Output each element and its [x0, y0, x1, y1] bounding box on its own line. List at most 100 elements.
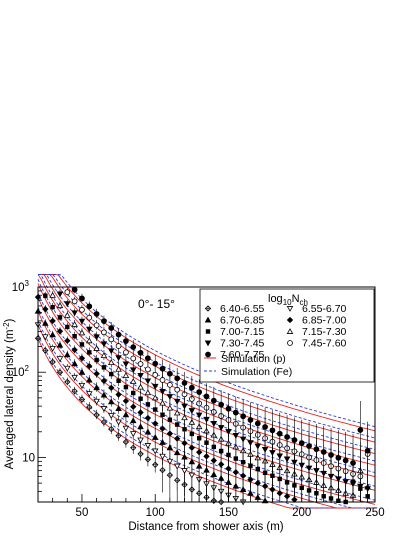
data-point — [78, 328, 86, 337]
data-point — [320, 425, 327, 500]
data-point — [210, 386, 217, 416]
data-point — [49, 357, 56, 366]
data-point — [79, 293, 85, 303]
data-point — [152, 414, 159, 432]
data-point — [284, 415, 290, 469]
data-point — [262, 407, 268, 452]
legend-item: 7.30-7.45 — [204, 338, 265, 350]
data-point — [335, 430, 342, 502]
data-point — [130, 440, 137, 454]
data-point — [87, 347, 92, 357]
data-point — [107, 345, 115, 356]
data-point — [71, 345, 78, 354]
data-point — [188, 375, 195, 400]
data-point — [291, 417, 298, 475]
data-point — [130, 339, 137, 354]
y-tick-label: 10 — [22, 452, 35, 464]
data-point — [86, 361, 93, 371]
data-point — [42, 346, 49, 354]
data-point — [79, 339, 85, 349]
legend-iron-label: Simulation (Fe) — [221, 366, 292, 378]
data-point — [313, 424, 320, 494]
data-point — [49, 344, 56, 352]
legend-item: 7.45-7.60 — [287, 338, 347, 350]
data-point — [93, 320, 100, 330]
data-point — [50, 303, 55, 311]
data-point — [93, 331, 100, 342]
data-point — [86, 402, 93, 412]
data-point — [72, 331, 77, 340]
data-point — [122, 408, 130, 421]
data-point — [78, 380, 86, 390]
data-point — [64, 350, 71, 359]
data-point — [159, 359, 166, 378]
data-point — [342, 431, 349, 502]
data-point — [357, 400, 364, 501]
svg-text:6.85-7.00: 6.85-7.00 — [302, 315, 347, 327]
data-point — [56, 301, 64, 309]
data-point — [100, 338, 108, 349]
data-point — [78, 394, 86, 404]
legend-header: log10Nch — [268, 293, 308, 307]
data-point — [49, 316, 56, 325]
angle-annotation: 0°- 15° — [138, 297, 175, 311]
axes: 50 100 150 200 250 10 102 103 — [12, 279, 385, 519]
data-point — [364, 421, 371, 502]
data-point — [107, 356, 115, 368]
legend-proton-label: Simulation (p) — [221, 353, 286, 365]
data-point — [144, 451, 152, 467]
data-point — [129, 413, 137, 427]
svg-text:7.60-7.75: 7.60-7.75 — [220, 349, 265, 361]
data-point — [100, 403, 108, 414]
data-point — [100, 375, 108, 386]
data-point — [115, 351, 122, 363]
data-point — [42, 305, 49, 313]
data-point — [86, 388, 93, 398]
data-point — [49, 330, 56, 338]
legend-item: 7.00-7.15 — [205, 326, 265, 338]
data-point — [240, 399, 247, 437]
data-point — [218, 390, 225, 421]
data-point — [43, 291, 48, 299]
data-point — [144, 437, 152, 453]
data-point — [328, 428, 334, 502]
data-point — [181, 371, 188, 394]
y-tick-label: 103 — [12, 279, 30, 294]
data-point — [115, 429, 122, 441]
data-point — [42, 319, 49, 327]
data-point — [122, 421, 130, 434]
sim-curve-iron-6 — [38, 274, 376, 450]
data-point — [86, 375, 93, 384]
data-point — [115, 362, 122, 375]
data-point — [93, 308, 100, 319]
legend: log10Nch 6.40-6.55 6.55-6.70 6.70-6.85 6.85… — [199, 288, 375, 383]
data-point — [71, 286, 78, 294]
data-point — [65, 322, 70, 331]
x-tick-label: 50 — [76, 507, 89, 519]
data-point — [129, 426, 137, 440]
data-point — [93, 409, 100, 420]
svg-text:6.70-6.85: 6.70-6.85 — [220, 315, 265, 327]
data-point — [306, 421, 312, 487]
svg-text:6.40-6.55: 6.40-6.55 — [220, 303, 265, 315]
data-point — [350, 434, 356, 502]
data-point — [115, 402, 122, 414]
data-point — [116, 374, 121, 386]
x-tick-label: 150 — [219, 507, 238, 519]
data-point — [64, 287, 71, 296]
legend-item: 6.40-6.55 — [204, 303, 265, 315]
data-point — [108, 382, 115, 393]
x-tick-label: 100 — [146, 507, 165, 519]
data-point — [130, 351, 137, 365]
legend-box — [199, 288, 375, 383]
data-point — [122, 357, 130, 370]
data-point — [137, 418, 144, 434]
data-point — [71, 386, 78, 395]
data-point — [225, 393, 232, 426]
data-point — [247, 402, 254, 442]
data-point — [101, 315, 107, 326]
data-point — [108, 322, 115, 333]
data-point — [109, 368, 114, 379]
data-point — [86, 301, 93, 311]
data-point — [137, 432, 144, 447]
